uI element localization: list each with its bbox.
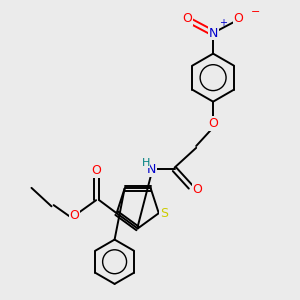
Text: O: O <box>182 12 192 25</box>
Text: N: N <box>208 26 218 40</box>
Text: O: O <box>91 164 101 177</box>
Text: −: − <box>251 7 260 17</box>
Text: +: + <box>219 18 227 28</box>
Text: S: S <box>160 207 168 220</box>
Text: O: O <box>233 12 243 25</box>
Text: O: O <box>208 117 218 130</box>
Text: N: N <box>147 163 156 176</box>
Text: O: O <box>193 183 202 196</box>
Text: H: H <box>142 158 150 168</box>
Text: O: O <box>70 209 80 222</box>
